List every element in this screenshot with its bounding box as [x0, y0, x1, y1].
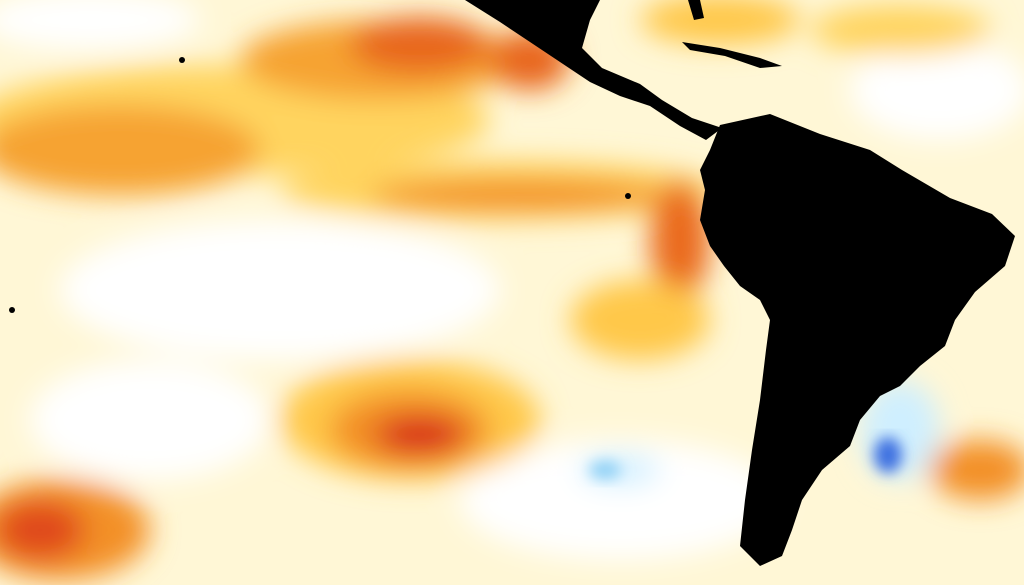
florida [688, 0, 704, 20]
cold-anomaly [589, 437, 902, 479]
caribbean-islands [682, 42, 782, 68]
central-america [465, 0, 722, 140]
island [179, 57, 185, 63]
island [9, 307, 15, 313]
island [625, 193, 631, 199]
land [9, 0, 1015, 566]
south-america [700, 114, 1015, 566]
